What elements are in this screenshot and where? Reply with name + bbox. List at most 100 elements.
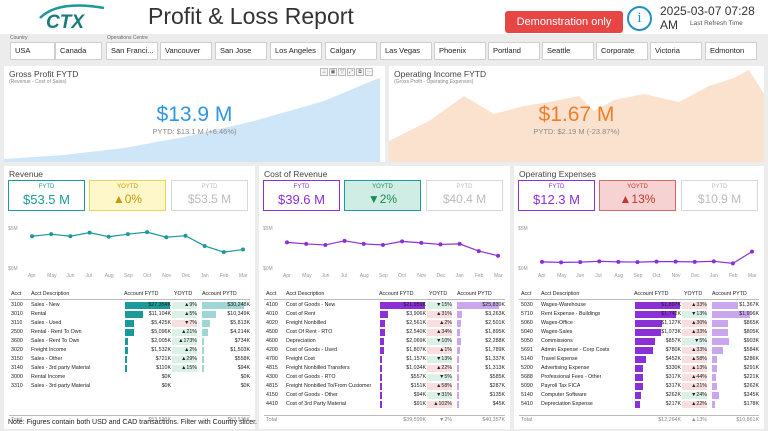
centre-chip[interactable]: Portland	[488, 42, 540, 60]
data-point[interactable]	[692, 259, 697, 264]
data-point[interactable]	[30, 234, 34, 239]
data-point[interactable]	[164, 235, 169, 240]
table-row[interactable]: 5710 Rent Expense - Buildings $1,742K ▼13% $…	[519, 310, 759, 319]
table-row[interactable]: 5030 Wages-Warehouse $1,897K ▲33% $1,367K	[519, 301, 759, 310]
table-row[interactable]: 4020 Freight Nonbilled $2,561K ▲2% $2,501K	[264, 319, 505, 328]
pin-icon[interactable]: ⊥	[320, 68, 328, 76]
data-point[interactable]	[673, 259, 678, 264]
data-point[interactable]	[597, 259, 602, 264]
data-point[interactable]	[438, 242, 443, 247]
data-point[interactable]	[540, 259, 544, 264]
export-icon[interactable]: ⧉	[356, 68, 364, 76]
table-row[interactable]: 3020 Freight Income $1,532K ▲2% $1,503K	[9, 346, 250, 355]
table-row[interactable]: 5688 Professional Fees - Other $317K ▲44% $2…	[519, 373, 759, 382]
table-row[interactable]: 3140 Sales - 3rd party Material $110K ▲15% $…	[9, 364, 250, 373]
data-point[interactable]	[304, 241, 309, 246]
data-point[interactable]	[654, 259, 659, 264]
data-point[interactable]	[202, 243, 207, 248]
table-row[interactable]: 5200 Advertising Expense $330K ▲13% $291K	[519, 364, 759, 373]
centre-chip[interactable]: Vancouver	[160, 42, 212, 60]
centre-chip[interactable]: Victoria	[650, 42, 702, 60]
table-row[interactable]: 4600 Depreciation $2,069K ▼10% $2,288K	[264, 337, 505, 346]
data-point[interactable]	[285, 240, 289, 245]
table-row[interactable]: 5140 Computer Software $262K ▼24% $345K	[519, 391, 759, 400]
table-row[interactable]: 4410 Cost of 3rd Party Material $91K ▲102% $…	[264, 400, 505, 409]
column-header[interactable]: YOYTD	[174, 291, 193, 297]
table-row[interactable]: 5050 Commissions $857K ▼5% $903K	[519, 337, 759, 346]
column-header[interactable]: Acct Description	[541, 291, 580, 297]
data-point[interactable]	[323, 242, 328, 247]
table-row[interactable]: 4200 Cost of Goods - Used $1,807K ▲1% $1,789…	[264, 346, 505, 355]
table-row[interactable]: 5140 Travel Expense $452K ▲58% $286K	[519, 355, 759, 364]
data-point[interactable]	[87, 230, 92, 235]
info-icon[interactable]: i	[627, 6, 652, 31]
column-header[interactable]: Account FYTD	[124, 291, 159, 297]
data-point[interactable]	[49, 232, 54, 237]
data-point[interactable]	[183, 233, 188, 238]
copy-icon[interactable]: ▣	[329, 68, 337, 76]
centre-chip[interactable]: Seattle	[542, 42, 594, 60]
column-header[interactable]: YOYTD	[684, 291, 703, 297]
table-row[interactable]: 4700 Freight Cost $1,157K ▼13% $1,337K	[264, 355, 505, 364]
centre-chip[interactable]: Corporate	[596, 42, 648, 60]
data-point[interactable]	[145, 230, 150, 235]
table-row[interactable]: 4815 Freight Nonbilled Transfers $1,034K ▲2…	[264, 364, 505, 373]
data-point[interactable]	[730, 261, 735, 266]
data-point[interactable]	[106, 234, 111, 239]
table-row[interactable]: 4815 Freight Nonbilled To/From Customer $1…	[264, 382, 505, 391]
column-header[interactable]: Account PYTD	[712, 291, 747, 297]
data-point[interactable]	[635, 260, 640, 265]
data-point[interactable]	[221, 250, 226, 255]
focus-icon[interactable]: ⤢	[347, 68, 355, 76]
column-header[interactable]: Account PYTD	[202, 291, 237, 297]
table-row[interactable]: 3110 Sales - Used $5,425K ▼7% $5,813K	[9, 319, 250, 328]
data-point[interactable]	[68, 234, 73, 239]
column-header[interactable]: Acct Description	[286, 291, 325, 297]
table-row[interactable]: 4100 Cost of Goods - New $21,959K ▼15% $25,8…	[264, 301, 505, 310]
data-point[interactable]	[476, 249, 481, 254]
country-chip[interactable]: USA	[10, 42, 55, 60]
table-row[interactable]: 5060 Wages-Office $1,127K ▲30% $865K	[519, 319, 759, 328]
data-point[interactable]	[342, 238, 347, 243]
data-point[interactable]	[400, 239, 405, 244]
table-row[interactable]: 4010 Cost of Rent $3,906K ▲31% $3,263K	[264, 310, 505, 319]
data-point[interactable]	[496, 253, 500, 258]
data-point[interactable]	[750, 249, 754, 254]
more-icon[interactable]: ⋯	[365, 68, 373, 76]
table-row[interactable]: 3600 Sales - Rent To Own $2,005K ▲173% $734K	[9, 337, 250, 346]
data-point[interactable]	[361, 241, 366, 246]
column-header[interactable]: Account FYTD	[379, 291, 414, 297]
table-row[interactable]: 4150 Cost of Goods - Other $94K ▼31% $135K	[264, 391, 505, 400]
column-header[interactable]: Acct	[11, 291, 22, 297]
table-row[interactable]: 3010 Rental $11,104K ▲5% $10,349K	[9, 310, 250, 319]
centre-chip[interactable]: Las Vegas	[380, 42, 432, 60]
centre-chip[interactable]: Edmonton	[705, 42, 757, 60]
table-row[interactable]: 3000 Rental Income $0K $0K	[9, 373, 250, 382]
centre-chip[interactable]: Phoenix	[434, 42, 486, 60]
column-header[interactable]: YOYTD	[429, 291, 448, 297]
table-row[interactable]: 2500 Rental - Rent To Own $5,096K ▲21% $4,21…	[9, 328, 250, 337]
data-point[interactable]	[457, 241, 462, 246]
column-header[interactable]: Acct Description	[31, 291, 70, 297]
country-chip[interactable]: Canada	[55, 42, 102, 60]
table-row[interactable]: 5040 Wages-Sales $1,073K ▲33% $805K	[519, 328, 759, 337]
table-row[interactable]: 5410 Depreciation Expense $217K ▲22% $178K	[519, 400, 759, 409]
table-row[interactable]: 5691 Admin Expense - Corp Costs $780K ▲33% $…	[519, 346, 759, 355]
column-header[interactable]: Account FYTD	[634, 291, 669, 297]
centre-chip[interactable]: San Jose	[215, 42, 267, 60]
data-point[interactable]	[559, 260, 564, 265]
centre-chip[interactable]: Los Angeles	[270, 42, 322, 60]
data-point[interactable]	[711, 259, 716, 264]
table-row[interactable]: 3150 Sales - Other $721K ▲29% $558K	[9, 355, 250, 364]
table-row[interactable]: 5090 Payroll Tax FICA $317K ▲21% $262K	[519, 382, 759, 391]
column-header[interactable]: Acct	[266, 291, 277, 297]
centre-chip[interactable]: Calgary	[325, 42, 377, 60]
data-point[interactable]	[616, 259, 621, 264]
centre-chip[interactable]: San Franci...	[106, 42, 158, 60]
data-point[interactable]	[125, 232, 130, 237]
column-header[interactable]: Account PYTD	[457, 291, 492, 297]
table-row[interactable]: 4500 Cost Of Rent - RTO $2,540K ▲34% $1,895K	[264, 328, 505, 337]
data-point[interactable]	[419, 240, 424, 245]
data-point[interactable]	[380, 242, 385, 247]
filter-icon[interactable]: ▽	[338, 68, 346, 76]
